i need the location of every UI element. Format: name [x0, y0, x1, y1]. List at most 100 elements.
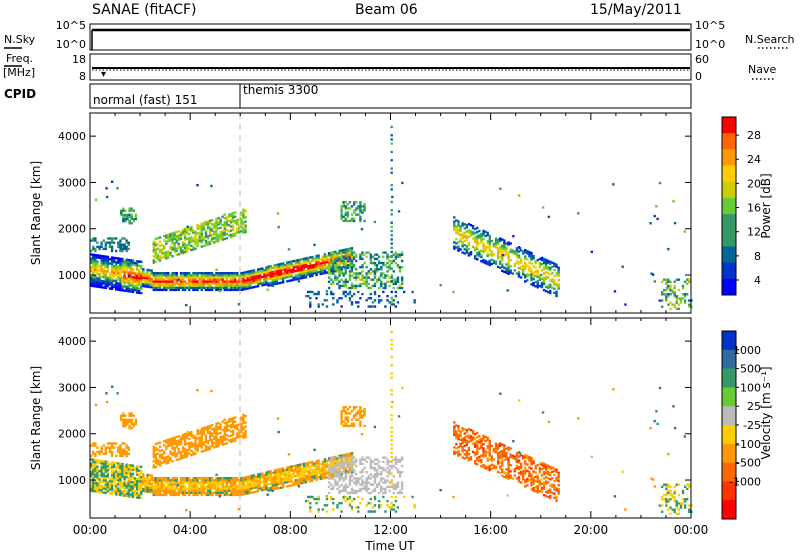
velocity-cell: [228, 477, 230, 479]
power-cell: [347, 250, 349, 252]
velocity-cell: [347, 492, 349, 494]
power-cell: [343, 205, 345, 207]
velocity-cell: [153, 464, 155, 466]
power-cell: [401, 182, 403, 184]
power-cell: [224, 238, 226, 240]
velocity-cell: [228, 487, 230, 489]
power-cell: [213, 237, 215, 239]
velocity-cell: [370, 477, 372, 479]
velocity-cell: [282, 482, 284, 484]
power-cell: [295, 276, 297, 278]
velocity-cell: [453, 450, 455, 452]
power-cell: [328, 268, 330, 270]
power-cell: [117, 284, 119, 286]
power-cell: [138, 273, 140, 275]
power-cell: [524, 255, 526, 257]
velocity-cell: [117, 473, 119, 475]
power-cell: [182, 274, 184, 276]
velocity-cell: [186, 434, 188, 436]
velocity-cell: [148, 487, 150, 489]
velocity-cell: [113, 442, 115, 444]
velocity-cell: [224, 487, 226, 489]
velocity-cell: [359, 461, 361, 463]
velocity-cell: [142, 490, 144, 492]
power-cell: [228, 289, 230, 291]
power-cell: [284, 266, 286, 268]
velocity-cell: [286, 485, 288, 487]
power-cell: [163, 235, 165, 237]
power-cell: [497, 251, 499, 253]
power-cell: [374, 270, 376, 272]
power-cell: [326, 257, 328, 259]
velocity-cell: [188, 446, 190, 448]
power-cell: [378, 256, 380, 258]
power-cell: [128, 265, 130, 267]
velocity-cell: [119, 463, 121, 465]
power-cell: [320, 262, 322, 264]
power-cell: [109, 273, 111, 275]
power-cell: [284, 270, 286, 272]
power-cell: [524, 280, 526, 282]
velocity-cell: [322, 461, 324, 463]
power-cell: [161, 250, 163, 252]
velocity-cell: [232, 487, 234, 489]
power-cell: [505, 270, 507, 272]
power-cell: [244, 225, 246, 227]
velocity-cell: [211, 432, 213, 434]
power-cell: [340, 207, 342, 209]
velocity-cell: [251, 491, 253, 493]
power-cell: [213, 282, 215, 284]
power-cell: [553, 265, 555, 267]
power-cell: [476, 244, 478, 246]
velocity-cell: [184, 477, 186, 479]
velocity-cell: [138, 474, 140, 476]
power-cell: [219, 227, 221, 229]
velocity-cell: [274, 475, 276, 477]
velocity-cell: [217, 426, 219, 428]
velocity-cell: [205, 441, 207, 443]
power-cell: [334, 262, 336, 264]
power-cell: [307, 295, 309, 297]
velocity-cell: [261, 474, 263, 476]
power-cell: [171, 280, 173, 282]
power-cell: [272, 281, 274, 283]
velocity-cell: [130, 495, 132, 497]
velocity-cell: [113, 470, 115, 472]
velocity-cell: [307, 470, 309, 472]
power-cell: [107, 279, 109, 281]
power-cell: [391, 301, 393, 303]
velocity-cell: [182, 492, 184, 494]
power-cell: [272, 279, 274, 281]
power-cell: [512, 272, 514, 274]
velocity-cell: [144, 480, 146, 482]
power-cell: [169, 237, 171, 239]
power-cell: [215, 230, 217, 232]
velocity-cell: [478, 439, 480, 441]
velocity-cell: [167, 459, 169, 461]
power-cell: [159, 274, 161, 276]
power-cell: [347, 213, 349, 215]
velocity-cell: [171, 487, 173, 489]
velocity-cell: [123, 453, 125, 455]
power-cell: [125, 259, 127, 261]
power-cell: [130, 261, 132, 263]
velocity-cell: [184, 443, 186, 445]
velocity-cell: [180, 441, 182, 443]
power-cell: [167, 280, 169, 282]
velocity-cell: [472, 430, 474, 432]
power-cell: [459, 225, 461, 227]
power-cell: [384, 283, 386, 285]
power-cell: [328, 272, 330, 274]
velocity-cell: [103, 491, 105, 493]
power-cell: [148, 277, 150, 279]
power-cell: [495, 238, 497, 240]
power-cell: [274, 268, 276, 270]
power-cell: [482, 238, 484, 240]
power-cell: [107, 237, 109, 239]
power-cell: [121, 281, 123, 283]
velocity-cell: [94, 461, 96, 463]
velocity-cell: [173, 443, 175, 445]
power-cell: [215, 274, 217, 276]
velocity-cell: [201, 494, 203, 496]
power-cell: [495, 246, 497, 248]
